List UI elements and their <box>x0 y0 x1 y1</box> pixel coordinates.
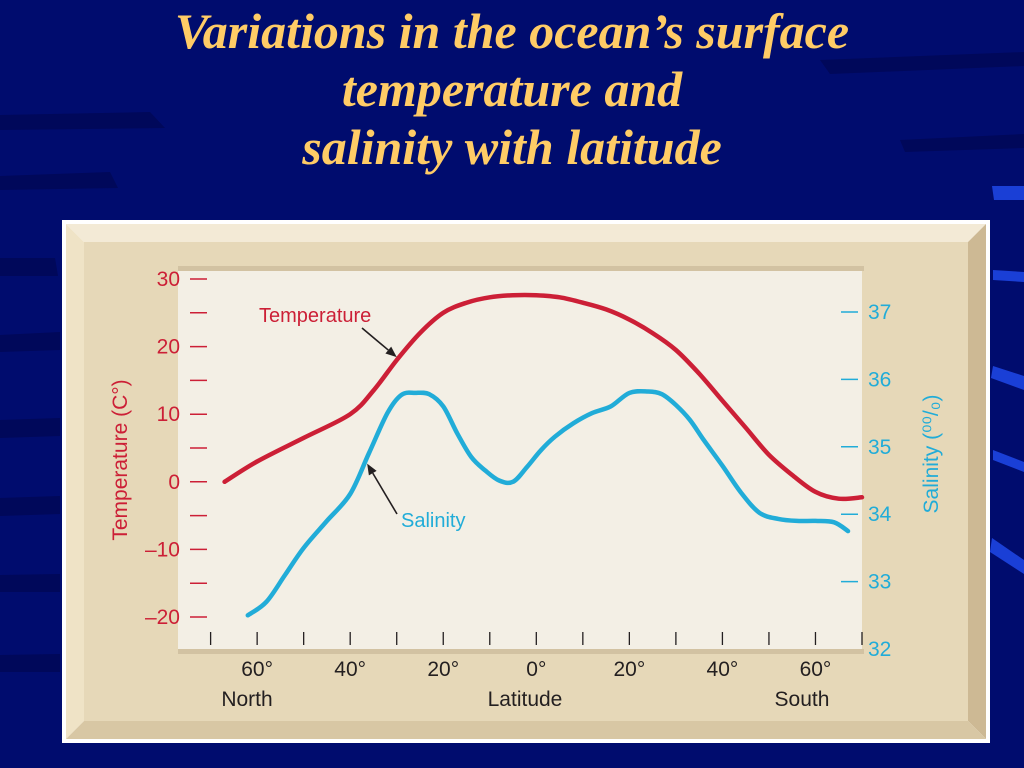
x-axis-tick-label: 40° <box>334 658 366 681</box>
y-axis-left-tick-label: –10 <box>145 538 180 561</box>
x-axis-north-label: North <box>221 688 272 711</box>
x-axis-tick-label: 20° <box>613 658 645 681</box>
salinity-line <box>245 388 851 618</box>
x-axis-tick-label: 0° <box>526 658 546 681</box>
y-axis-right-tick-label: 34 <box>868 503 892 526</box>
x-axis-tick-label: 40° <box>707 658 739 681</box>
y-axis-left-tick-label: 10 <box>157 403 180 426</box>
y-axis-right-tick-label: 32 <box>868 638 891 661</box>
temperature-line <box>222 292 865 502</box>
salinity-annotation-arrow <box>372 472 398 515</box>
y-axis-right-label: Salinity (⁰⁰/₀) <box>920 395 943 514</box>
y-axis-left-label: Temperature (C°) <box>109 379 132 540</box>
frame-bottom-bevel <box>66 721 986 739</box>
y-axis-left-ticks: 30 20 10 0 –10 –20 <box>145 268 207 629</box>
background-stripe <box>993 450 1024 472</box>
x-axis-label: Latitude <box>488 688 563 711</box>
y-axis-right-ticks: 37 36 35 34 33 32 <box>841 301 892 661</box>
y-axis-right-tick-label: 37 <box>868 301 891 324</box>
background-stripe <box>0 258 58 276</box>
background-stripe <box>0 418 60 438</box>
background-stripe <box>0 172 118 190</box>
background-stripe <box>820 52 1024 74</box>
temperature-annotation-label: Temperature <box>259 305 371 327</box>
x-axis-tick-label: 20° <box>427 658 459 681</box>
slide-title-line-3: salinity with latitude <box>302 119 722 175</box>
background-stripe <box>0 574 60 592</box>
y-axis-right-tick-label: 35 <box>868 436 891 459</box>
y-axis-right-tick-label: 33 <box>868 571 891 594</box>
plot-area <box>178 268 862 652</box>
salinity-annotation-arrowhead <box>367 463 377 476</box>
x-axis-south-label: South <box>775 688 830 711</box>
background-stripe <box>0 496 60 516</box>
plot-bottom-border <box>178 649 864 654</box>
x-axis-tick-label: 60° <box>800 658 832 681</box>
background-stripe <box>0 654 60 672</box>
y-axis-left-tick-label: 0 <box>168 471 180 494</box>
slide-title: Variations in the ocean’s surface temper… <box>0 2 1024 176</box>
temperature-annotation-arrowhead <box>385 346 397 358</box>
y-axis-left-tick-label: 20 <box>157 336 180 359</box>
chart-panel: 60° 40° 20° 0° 20° 40° 60° 30 20 10 0 –10 –20 37 36 3… <box>62 220 990 743</box>
slide-title-line-2: temperature and <box>341 61 683 117</box>
background-stripe <box>0 112 165 130</box>
x-axis-ticks: 60° 40° 20° 0° 20° 40° 60° <box>209 632 863 681</box>
frame-right-bevel <box>968 224 986 739</box>
x-axis-tick-label: 60° <box>241 658 273 681</box>
background-stripe <box>990 538 1024 574</box>
y-axis-left-tick-label: –20 <box>145 606 180 629</box>
background-stripe <box>993 270 1024 282</box>
y-axis-right-tick-label: 36 <box>868 368 891 391</box>
plot-top-border <box>178 266 864 271</box>
slide-title-line-1: Variations in the ocean’s surface <box>174 3 850 59</box>
background-stripe <box>992 186 1024 200</box>
background-stripe <box>900 134 1024 152</box>
temperature-annotation-arrow <box>361 327 389 351</box>
background-stripe <box>0 332 60 352</box>
y-axis-left-tick-label: 30 <box>157 268 180 291</box>
background-stripe <box>991 366 1024 390</box>
frame-left-bevel <box>66 224 84 739</box>
frame-top-bevel <box>66 224 986 242</box>
salinity-annotation-label: Salinity <box>401 510 465 532</box>
